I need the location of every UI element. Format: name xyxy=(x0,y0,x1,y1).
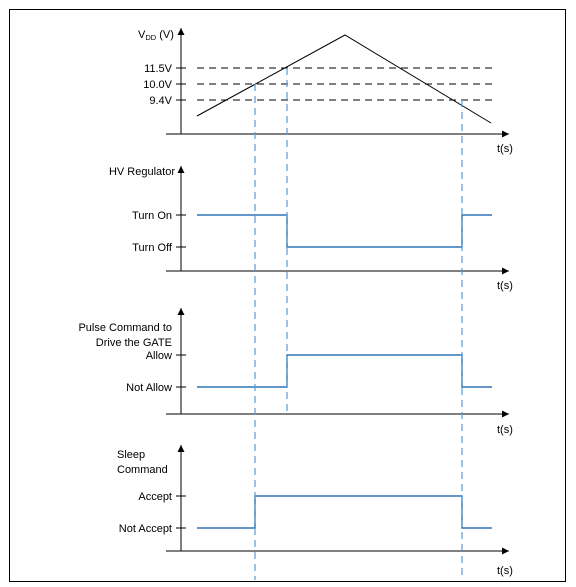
sleep-command-waveform xyxy=(197,495,492,529)
pulse-time-label: t(s) xyxy=(497,424,513,436)
hv-regulator-panel: HV Regulator Turn On Turn Off t(s) xyxy=(109,166,513,292)
state-label-accept: Accept xyxy=(138,491,172,503)
sleep-command-title-line2: Command xyxy=(117,464,168,476)
state-label-allow: Allow xyxy=(146,350,172,362)
pulse-command-panel: Pulse Command to Drive the GATE Allow No… xyxy=(78,308,513,436)
vdd-axis-label: VDD (V) xyxy=(138,29,174,42)
pulse-command-waveform xyxy=(197,354,492,388)
threshold-label-9-4v: 9.4V xyxy=(149,95,172,107)
pulse-command-title-line1: Pulse Command to xyxy=(78,322,172,334)
state-label-turn-off: Turn Off xyxy=(132,242,173,254)
sleep-command-panel: Sleep Command Accept Not Accept t(s) xyxy=(117,445,513,577)
threshold-label-11-5v: 11.5V xyxy=(144,63,173,75)
sleep-time-label: t(s) xyxy=(497,565,513,577)
state-label-not-accept: Not Accept xyxy=(119,523,172,535)
vdd-time-label: t(s) xyxy=(497,143,513,155)
hv-regulator-waveform xyxy=(197,214,492,248)
hv-regulator-title: HV Regulator xyxy=(109,166,175,178)
state-label-turn-on: Turn On xyxy=(132,210,172,222)
pulse-command-title-line2: Drive the GATE xyxy=(96,337,172,349)
threshold-label-10-0v: 10.0V xyxy=(143,79,172,91)
hv-time-label: t(s) xyxy=(497,280,513,292)
state-label-not-allow: Not Allow xyxy=(126,382,172,394)
vdd-panel: VDD (V) 11.5V 10.0V 9.4V t(s) xyxy=(138,28,513,155)
sleep-command-title-line1: Sleep xyxy=(117,449,145,461)
vdd-waveform xyxy=(196,34,492,124)
